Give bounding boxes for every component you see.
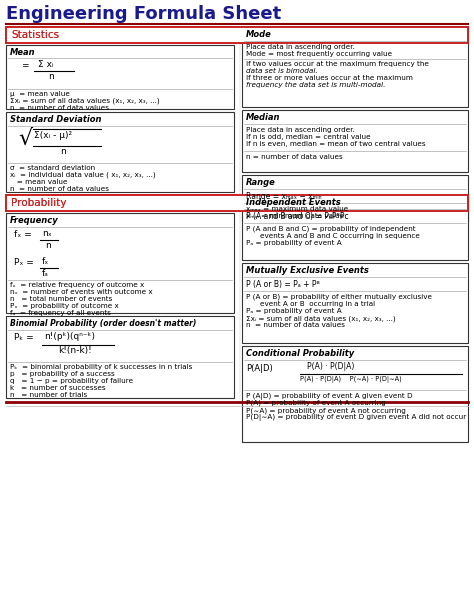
Text: fₐ  = frequency of all events: fₐ = frequency of all events	[10, 310, 111, 316]
Text: If n is even, median = mean of two central values: If n is even, median = mean of two centr…	[246, 141, 426, 147]
Text: Statistics: Statistics	[11, 30, 59, 40]
Text: xₘᵢₙ = minimum data value: xₘᵢₙ = minimum data value	[246, 213, 344, 219]
Text: n   = total number of events: n = total number of events	[10, 296, 112, 302]
Text: Pₐ = probability of event A: Pₐ = probability of event A	[246, 308, 342, 314]
Bar	[242, 195, 468, 260]
Bar	[242, 263, 468, 343]
Text: Probability: Probability	[11, 198, 66, 208]
Text: √: √	[18, 129, 32, 149]
Text: Σ xᵢ: Σ xᵢ	[38, 60, 54, 69]
Text: Pₖ =: Pₖ =	[14, 333, 34, 342]
Text: nₓ: nₓ	[42, 229, 52, 238]
Text: n: n	[45, 241, 51, 250]
Text: Mutually Exclusive Events: Mutually Exclusive Events	[246, 266, 369, 275]
Text: frequency the data set is multi-modal.: frequency the data set is multi-modal.	[246, 82, 385, 88]
Text: fₓ =: fₓ =	[14, 230, 32, 239]
Text: xᵢ  = individual data value ( x₁, x₂, x₃, ...): xᵢ = individual data value ( x₁, x₂, x₃,…	[10, 172, 155, 179]
Text: Engineering Formula Sheet: Engineering Formula Sheet	[6, 5, 281, 23]
Text: n   = number of trials: n = number of trials	[10, 392, 87, 398]
Text: Probability: Probability	[11, 198, 66, 208]
Text: Statistics: Statistics	[11, 30, 59, 40]
Text: Pₐ = probability of event A: Pₐ = probability of event A	[246, 240, 342, 246]
Bar	[6, 112, 234, 192]
Text: Mean: Mean	[10, 48, 36, 57]
Text: =: =	[21, 61, 28, 70]
Text: P (A|D) = probability of event A given event D: P (A|D) = probability of event A given e…	[246, 393, 413, 400]
Text: nₓ  = number of events with outcome x: nₓ = number of events with outcome x	[10, 289, 153, 295]
Text: P(A|D): P(A|D)	[246, 364, 273, 373]
Text: events A and B and C occurring in sequence: events A and B and C occurring in sequen…	[260, 233, 420, 239]
Text: Pₓ =: Pₓ =	[14, 258, 34, 267]
Text: P (A or B) = probability of either mutually exclusive: P (A or B) = probability of either mutua…	[246, 294, 432, 301]
Text: P(A) = probability of event A occurring: P(A) = probability of event A occurring	[246, 400, 386, 407]
Text: P (A and B and C) = probability of independent: P (A and B and C) = probability of indep…	[246, 226, 416, 233]
Text: p   = probability of a success: p = probability of a success	[10, 371, 115, 377]
Text: fₐ: fₐ	[42, 269, 49, 278]
Bar	[6, 316, 234, 398]
Text: Range = xₘₐₓ − xₘᵢₙ: Range = xₘₐₓ − xₘᵢₙ	[246, 192, 322, 201]
Text: P(∼A) = probability of event A not occurring: P(∼A) = probability of event A not occur…	[246, 407, 406, 413]
Text: P(A) · P(D|A): P(A) · P(D|A)	[307, 362, 355, 371]
Text: Range: Range	[246, 178, 276, 187]
Text: Place data in ascending order.: Place data in ascending order.	[246, 127, 355, 133]
Bar	[242, 27, 468, 43]
Text: n  = number of data values: n = number of data values	[246, 322, 345, 328]
Bar	[242, 346, 468, 442]
Text: If two values occur at the maximum frequency the: If two values occur at the maximum frequ…	[246, 61, 429, 67]
Text: Σ(xᵢ - μ)²: Σ(xᵢ - μ)²	[34, 131, 72, 140]
Text: n  = number of data values: n = number of data values	[10, 186, 109, 192]
Text: fₓ: fₓ	[42, 257, 49, 266]
Text: If n is odd, median = central value: If n is odd, median = central value	[246, 134, 371, 140]
Text: Independent Events: Independent Events	[246, 198, 341, 207]
Text: event A or B  occurring in a trial: event A or B occurring in a trial	[260, 301, 375, 307]
Text: fₓ  = relative frequency of outcome x: fₓ = relative frequency of outcome x	[10, 282, 144, 288]
Bar	[6, 195, 468, 211]
Bar	[242, 110, 468, 172]
Bar	[6, 27, 234, 43]
Text: q   = 1 − p = probability of failure: q = 1 − p = probability of failure	[10, 378, 133, 384]
Text: If three or more values occur at the maximum: If three or more values occur at the max…	[246, 75, 413, 81]
Text: n = number of data values: n = number of data values	[246, 154, 343, 160]
Text: Place data in ascending order.: Place data in ascending order.	[246, 44, 355, 50]
Bar	[6, 45, 234, 109]
Bar	[242, 175, 468, 222]
Text: P(A) · P(D|A)    P(∼A) · P(D|∼A): P(A) · P(D|A) P(∼A) · P(D|∼A)	[300, 376, 402, 383]
Text: Median: Median	[246, 113, 281, 122]
Text: Σxᵢ = sum of all data values (x₁, x₂, x₃, ...): Σxᵢ = sum of all data values (x₁, x₂, x₃…	[10, 98, 160, 105]
Text: k!(n-k)!: k!(n-k)!	[58, 346, 92, 355]
Text: μ  = mean value: μ = mean value	[10, 91, 70, 97]
Text: k   = number of successes: k = number of successes	[10, 385, 106, 391]
Bar	[6, 213, 234, 313]
Text: Conditional Probability: Conditional Probability	[246, 349, 354, 358]
Text: Pₖ  = binomial probability of k successes in n trials: Pₖ = binomial probability of k successes…	[10, 364, 192, 370]
Bar	[6, 27, 468, 43]
Text: data set is bimodal.: data set is bimodal.	[246, 68, 318, 74]
Text: = mean value: = mean value	[10, 179, 67, 185]
Text: σ  = standard deviation: σ = standard deviation	[10, 165, 95, 171]
Text: P (A or B) = Pₐ + Pᴮ: P (A or B) = Pₐ + Pᴮ	[246, 280, 320, 289]
Text: xₘₐₓ = maximum data value: xₘₐₓ = maximum data value	[246, 206, 348, 212]
Bar	[242, 27, 468, 107]
Bar	[6, 195, 234, 211]
Text: Σxᵢ = sum of all data values (x₁, x₂, x₃, ...): Σxᵢ = sum of all data values (x₁, x₂, x₃…	[246, 315, 396, 321]
Text: Mode: Mode	[246, 30, 272, 39]
Text: Standard Deviation: Standard Deviation	[10, 115, 101, 124]
Text: Frequency: Frequency	[10, 216, 59, 225]
Text: n: n	[48, 72, 54, 81]
Text: n: n	[60, 147, 66, 156]
Text: P(D|∼A) = probability of event D given event A did not occur: P(D|∼A) = probability of event D given e…	[246, 414, 466, 421]
Text: n  = number of data values: n = number of data values	[10, 105, 109, 111]
Text: P (A and B and C) = PₐPᴮPᴄ: P (A and B and C) = PₐPᴮPᴄ	[246, 212, 348, 221]
Text: Mode = most frequently occurring value: Mode = most frequently occurring value	[246, 51, 392, 57]
Text: n!(pᵏ)(qⁿ⁻ᵏ): n!(pᵏ)(qⁿ⁻ᵏ)	[44, 332, 95, 341]
Text: Pₓ  = probability of outcome x: Pₓ = probability of outcome x	[10, 303, 119, 309]
Text: Binomial Probability (order doesn't matter): Binomial Probability (order doesn't matt…	[10, 319, 196, 328]
